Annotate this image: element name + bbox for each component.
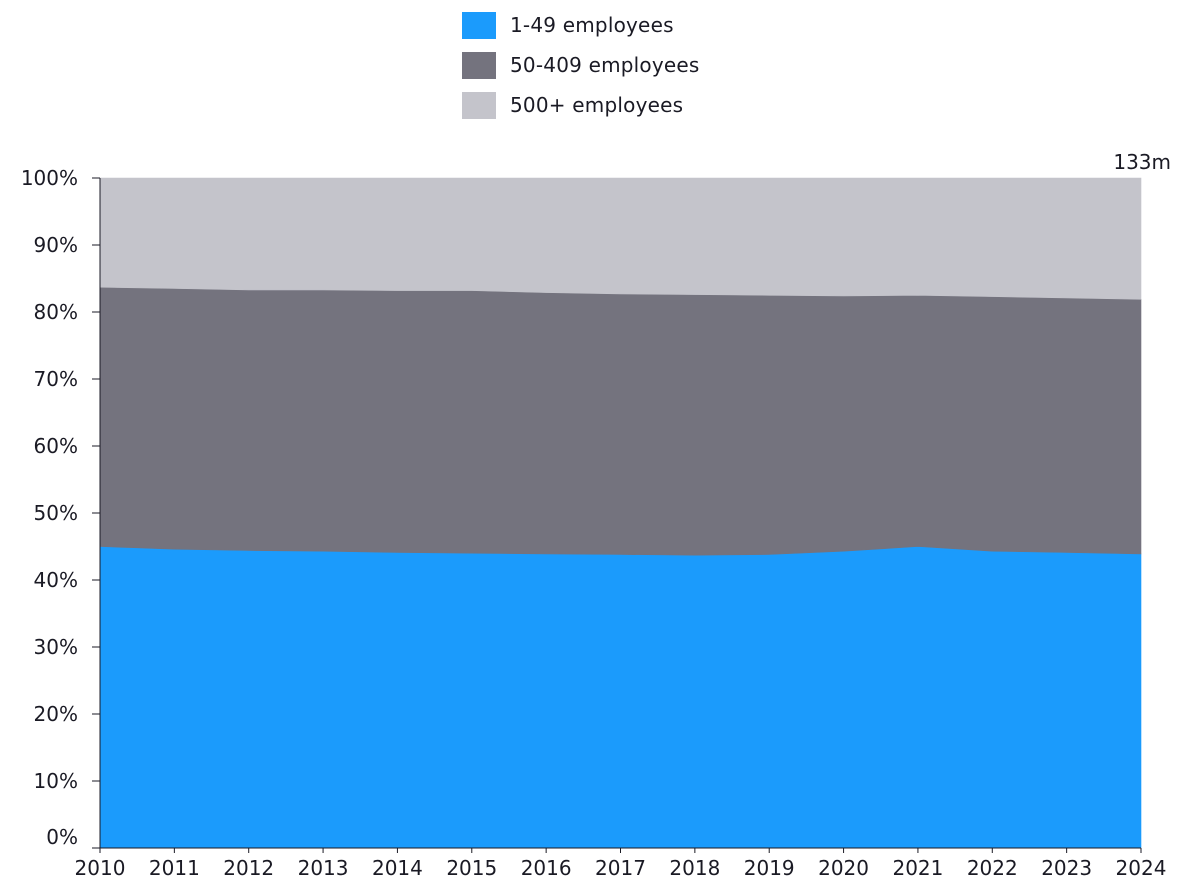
x-tick-label: 2010 [75,856,126,880]
y-tick-label: 10% [34,769,78,793]
x-tick-label: 2014 [372,856,423,880]
x-tick-label: 2017 [595,856,646,880]
x-tick-label: 2021 [892,856,943,880]
y-tick-label: 30% [34,635,78,659]
legend-item: 1-49 employees [462,5,700,45]
y-tick-label: 50% [34,501,78,525]
legend-label: 50-409 employees [510,53,700,77]
area-series [99,177,1142,300]
y-tick-label: 90% [34,233,78,257]
chart-legend: 1-49 employees 50-409 employees 500+ emplo… [462,5,700,125]
y-tick-label: 80% [34,300,78,324]
x-tick-label: 2015 [446,856,497,880]
x-tick-label: 2012 [223,856,274,880]
x-tick-label: 2013 [298,856,349,880]
x-tick-label: 2018 [669,856,720,880]
total-annotation: 133m [1113,150,1171,174]
x-tick-label: 2024 [1116,856,1167,880]
legend-item: 500+ employees [462,85,700,125]
legend-item: 50-409 employees [462,45,700,85]
legend-label: 500+ employees [510,93,684,117]
legend-swatch [462,91,496,119]
y-tick-label: 0% [46,825,78,849]
legend-label: 1-49 employees [510,13,674,37]
x-tick-label: 2011 [149,856,200,880]
y-tick-label: 70% [34,367,78,391]
x-tick-label: 2016 [521,856,572,880]
x-tick-label: 2022 [967,856,1018,880]
x-tick-label: 2020 [818,856,869,880]
y-tick-label: 20% [34,702,78,726]
x-tick-label: 2019 [744,856,795,880]
area-series [99,546,1142,849]
legend-swatch [462,11,496,39]
legend-swatch [462,51,496,79]
area-series [99,286,1142,556]
x-tick-label: 2023 [1041,856,1092,880]
y-tick-label: 60% [34,434,78,458]
y-tick-label: 100% [21,166,78,190]
y-tick-label: 40% [34,568,78,592]
